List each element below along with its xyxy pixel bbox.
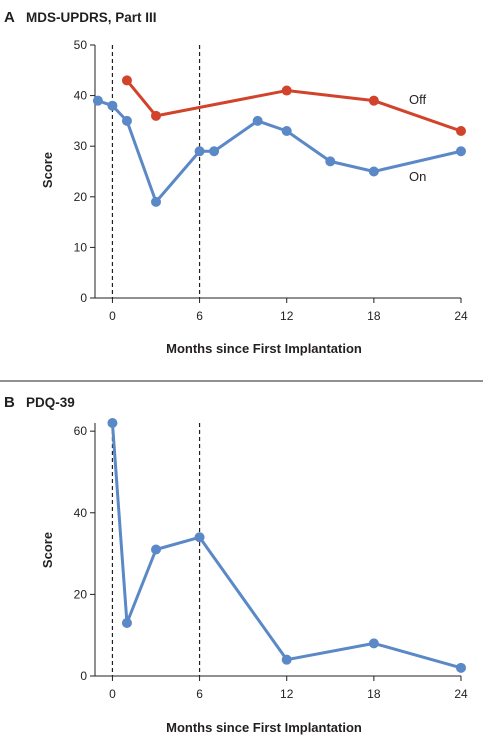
panel-a-label-off: Off	[409, 92, 426, 107]
panel-a-series-off-point	[121, 75, 132, 86]
panel-b-x-tick-label: 24	[454, 687, 468, 701]
panel-a-y-tick-label: 10	[74, 240, 88, 254]
panel-b-y-axis-title: Score	[40, 532, 55, 568]
panel-b-x-tick-label: 18	[367, 687, 381, 701]
panel-a-x-axis-title: Months since First Implantation	[166, 341, 362, 356]
panel-b-letter: B	[4, 394, 15, 411]
panel-b-x-tick-label: 6	[196, 687, 203, 701]
panel-b-series-0-point	[107, 418, 118, 428]
panel-a-y-tick-label: 0	[80, 291, 87, 305]
panel-a-x-tick-label: 24	[454, 309, 468, 323]
panel-a-x-tick-label: 6	[196, 309, 203, 323]
panel-a-letter: A	[4, 9, 15, 26]
panel-a-series-on-point	[92, 95, 103, 106]
panel-a-series-off-point	[368, 95, 379, 106]
panel-a-y-tick-label: 50	[74, 38, 88, 52]
panel-a-series-on-point	[368, 166, 379, 177]
panel-a-y-axis-title: Score	[40, 152, 55, 188]
panel-a-series-on-point	[107, 100, 118, 111]
panel-b-series-0-point	[121, 617, 132, 628]
panel-a-x-tick-label: 0	[109, 309, 116, 323]
panel-a-y-tick-label: 20	[74, 190, 88, 204]
panel-a-series-on-point	[209, 146, 220, 157]
panel-a-series-on-point	[281, 126, 292, 137]
panel-a-series-off-point	[456, 126, 466, 137]
panel-a-series-off-point	[151, 110, 161, 121]
panel-a-series-on-point	[456, 146, 466, 157]
panel-b-series-0-line	[110, 422, 462, 670]
panel-a-x-tick-label: 12	[280, 309, 294, 323]
panel-a-series-on-point	[325, 156, 336, 167]
panel-a-series-on-point	[194, 146, 205, 157]
panel-a: A MDS-UPDRS, Part III Months since First…	[4, 9, 468, 356]
panel-a-y-tick-label: 30	[74, 139, 88, 153]
panel-b: B PDQ-39 Months since First Implantation…	[4, 394, 468, 735]
panel-b-x-tick-label: 12	[280, 687, 294, 701]
panel-b-series-0-point	[368, 638, 379, 649]
panel-a-series-off-point	[281, 85, 292, 96]
panel-b-title: PDQ-39	[26, 395, 75, 410]
panel-b-series-0-point	[151, 544, 161, 555]
panel-b-series-0-point	[194, 532, 205, 543]
panel-b-y-tick-label: 20	[74, 587, 88, 601]
panel-a-title: MDS-UPDRS, Part III	[26, 10, 157, 25]
panel-a-label-on: On	[409, 169, 426, 184]
panel-b-x-tick-label: 0	[109, 687, 116, 701]
panel-a-x-tick-label: 18	[367, 309, 381, 323]
panel-b-x-axis-title: Months since First Implantation	[166, 720, 362, 735]
panel-b-series-0-point	[456, 662, 466, 673]
panel-b-y-tick-label: 40	[74, 506, 88, 520]
panel-a-series-on-point	[252, 115, 263, 126]
panel-a-series-on-point	[151, 196, 161, 207]
panel-b-y-tick-label: 60	[74, 424, 88, 438]
panel-b-series-0-point	[281, 654, 292, 665]
panel-a-y-tick-label: 40	[74, 89, 88, 103]
panel-a-series-on-point	[121, 115, 132, 126]
panel-b-y-tick-label: 0	[80, 669, 87, 683]
